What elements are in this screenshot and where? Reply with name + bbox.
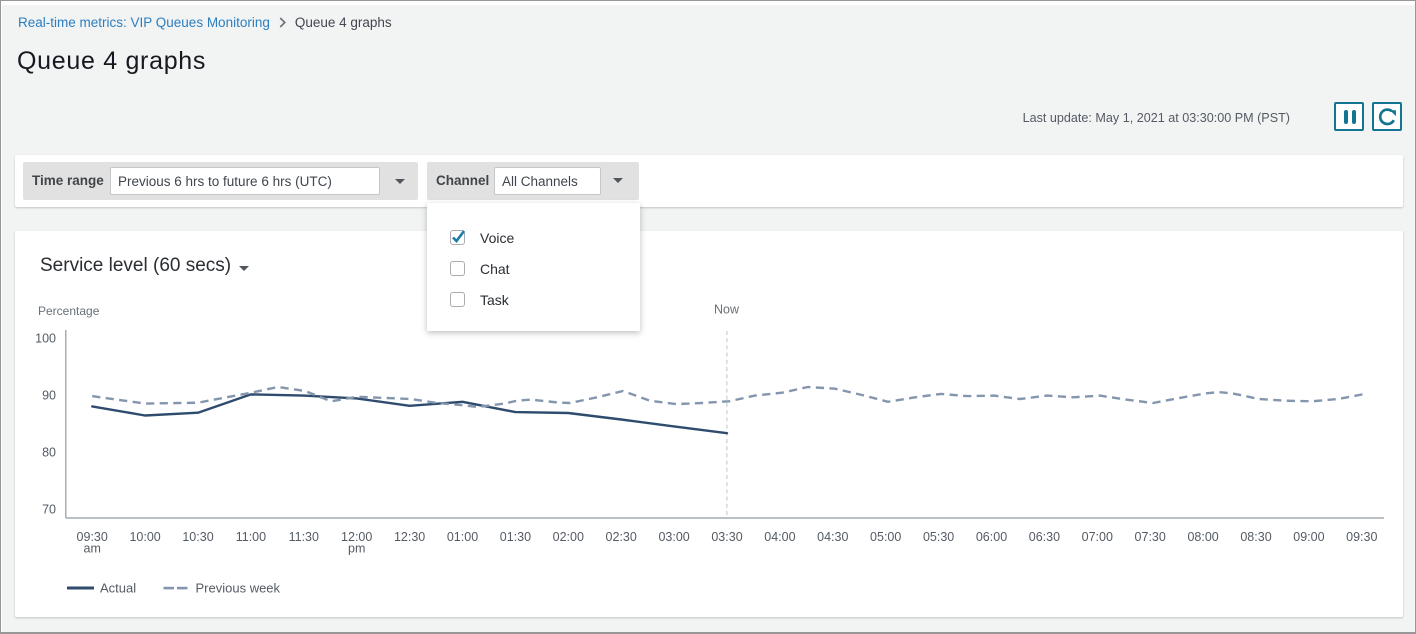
svg-text:09:30: 09:30 [1346, 530, 1377, 544]
svg-text:05:30: 05:30 [923, 530, 954, 544]
svg-text:90: 90 [42, 388, 56, 402]
svg-text:100: 100 [35, 331, 56, 345]
svg-text:09:30: 09:30 [77, 530, 108, 544]
svg-text:01:30: 01:30 [500, 530, 531, 544]
svg-text:12:30: 12:30 [394, 530, 425, 544]
svg-text:10:00: 10:00 [129, 530, 160, 544]
svg-text:03:00: 03:00 [658, 530, 689, 544]
svg-text:Now: Now [714, 303, 740, 317]
svg-text:am: am [84, 542, 101, 556]
svg-text:11:00: 11:00 [236, 530, 266, 544]
svg-text:80: 80 [42, 445, 56, 459]
svg-text:Actual: Actual [100, 581, 136, 596]
svg-text:Previous week: Previous week [196, 581, 281, 596]
svg-text:04:30: 04:30 [817, 530, 848, 544]
svg-text:08:30: 08:30 [1240, 530, 1271, 544]
svg-text:04:00: 04:00 [764, 530, 795, 544]
svg-text:09:00: 09:00 [1293, 530, 1324, 544]
svg-text:05:00: 05:00 [870, 530, 901, 544]
svg-text:pm: pm [348, 542, 365, 556]
svg-text:06:00: 06:00 [976, 530, 1007, 544]
svg-text:02:30: 02:30 [606, 530, 637, 544]
svg-text:10:30: 10:30 [182, 530, 213, 544]
svg-text:07:30: 07:30 [1135, 530, 1166, 544]
svg-text:03:30: 03:30 [711, 530, 742, 544]
svg-text:06:30: 06:30 [1029, 530, 1060, 544]
svg-text:01:00: 01:00 [447, 530, 478, 544]
svg-text:02:00: 02:00 [553, 530, 584, 544]
svg-text:70: 70 [42, 502, 56, 516]
svg-text:12:00: 12:00 [341, 530, 372, 544]
svg-text:07:00: 07:00 [1082, 530, 1113, 544]
svg-text:11:30: 11:30 [289, 530, 319, 544]
svg-text:08:00: 08:00 [1187, 530, 1218, 544]
